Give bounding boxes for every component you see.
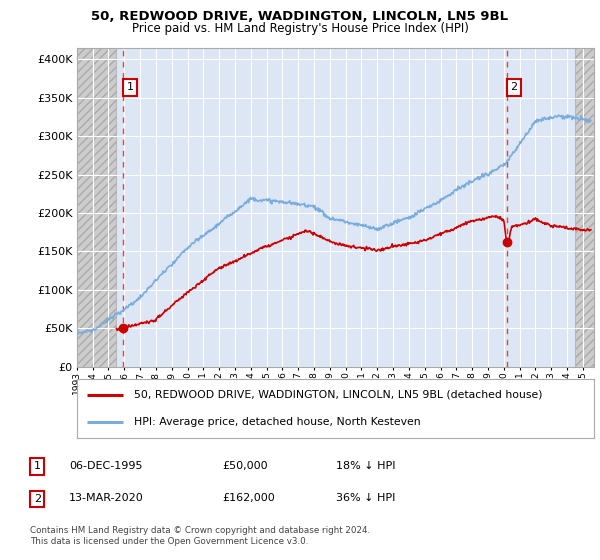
Text: 18% ↓ HPI: 18% ↓ HPI <box>336 461 395 471</box>
Text: HPI: Average price, detached house, North Kesteven: HPI: Average price, detached house, Nort… <box>134 417 421 427</box>
Text: £50,000: £50,000 <box>222 461 268 471</box>
Text: 13-MAR-2020: 13-MAR-2020 <box>69 493 144 503</box>
Bar <box>575 48 594 367</box>
Text: Price paid vs. HM Land Registry's House Price Index (HPI): Price paid vs. HM Land Registry's House … <box>131 22 469 35</box>
Text: 2: 2 <box>34 494 41 504</box>
Text: 1: 1 <box>34 461 41 472</box>
Bar <box>77 48 116 367</box>
Text: 36% ↓ HPI: 36% ↓ HPI <box>336 493 395 503</box>
Text: 1: 1 <box>127 82 134 92</box>
Text: 50, REDWOOD DRIVE, WADDINGTON, LINCOLN, LN5 9BL: 50, REDWOOD DRIVE, WADDINGTON, LINCOLN, … <box>91 10 509 23</box>
Text: 2: 2 <box>511 82 518 92</box>
Text: 50, REDWOOD DRIVE, WADDINGTON, LINCOLN, LN5 9BL (detached house): 50, REDWOOD DRIVE, WADDINGTON, LINCOLN, … <box>134 390 542 400</box>
Text: £162,000: £162,000 <box>222 493 275 503</box>
Text: Contains HM Land Registry data © Crown copyright and database right 2024.
This d: Contains HM Land Registry data © Crown c… <box>30 526 370 546</box>
Text: 06-DEC-1995: 06-DEC-1995 <box>69 461 143 471</box>
